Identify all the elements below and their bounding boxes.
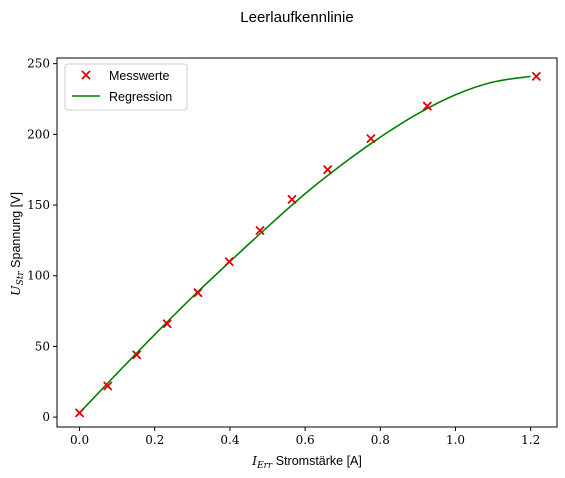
x-axis-text: Stromstärke [A] bbox=[276, 454, 362, 468]
legend-box bbox=[64, 63, 188, 111]
y-axis-text: Spannung [V] bbox=[9, 192, 23, 268]
measurement-point bbox=[366, 133, 376, 144]
legend-x-marker bbox=[81, 70, 91, 80]
measurement-point bbox=[132, 350, 142, 360]
legend-entry-messwerte: Messwerte bbox=[81, 69, 169, 83]
y-tick-label: 50 bbox=[35, 339, 50, 353]
measurement-point bbox=[531, 71, 541, 82]
x-tick-label: 1.0 bbox=[446, 433, 465, 447]
plot-area-frame bbox=[56, 57, 558, 428]
measurement-point bbox=[323, 165, 333, 175]
legend-label-regression: Regression bbox=[109, 90, 172, 104]
x-tick-label: 0.2 bbox=[145, 433, 164, 447]
y-tick-label: 250 bbox=[27, 57, 50, 71]
measurement-point bbox=[193, 288, 203, 298]
y-tick-label: 200 bbox=[27, 127, 50, 141]
chart-title: Leerlaufkennlinie bbox=[240, 9, 353, 26]
x-tick-label: 0.4 bbox=[220, 433, 239, 447]
y-axis-subscript: Str bbox=[16, 271, 26, 286]
x-tick-label: 0.8 bbox=[371, 433, 390, 447]
y-tick-label: 150 bbox=[27, 198, 50, 212]
y-axis-label: UStr Spannung [V] bbox=[8, 192, 26, 296]
regression-line bbox=[78, 75, 531, 414]
measurement-point bbox=[422, 101, 432, 111]
measurement-point bbox=[162, 319, 172, 329]
legend-marker-x-icon bbox=[81, 70, 91, 80]
legend-label-messwerte: Messwerte bbox=[109, 69, 169, 83]
measurement-point bbox=[255, 225, 265, 236]
legend: Messwerte Regression bbox=[64, 63, 188, 111]
x-axis-subscript: Err bbox=[256, 461, 273, 471]
x-axis-label: IErr Stromstärke [A] bbox=[251, 453, 362, 471]
x-axis-ticks: 0.0 0.2 0.4 0.6 0.8 1.0 1.2 bbox=[70, 427, 540, 447]
measurement-point bbox=[287, 194, 297, 205]
y-axis-symbol: U bbox=[8, 285, 23, 296]
x-axis-symbol: I bbox=[251, 453, 258, 468]
x-tick-label: 0.6 bbox=[296, 433, 315, 447]
legend-entry-regression: Regression bbox=[72, 90, 172, 104]
measurement-point bbox=[74, 408, 85, 418]
y-axis-ticks: 0 50 100 150 200 250 bbox=[27, 57, 57, 424]
y-tick-label: 100 bbox=[27, 269, 50, 283]
x-tick-label: 0.0 bbox=[70, 433, 89, 447]
measurement-point bbox=[224, 256, 234, 267]
measurement-point bbox=[103, 381, 113, 391]
plot-marks bbox=[74, 71, 541, 418]
y-tick-label: 0 bbox=[42, 410, 50, 424]
x-tick-label: 1.2 bbox=[521, 433, 540, 447]
